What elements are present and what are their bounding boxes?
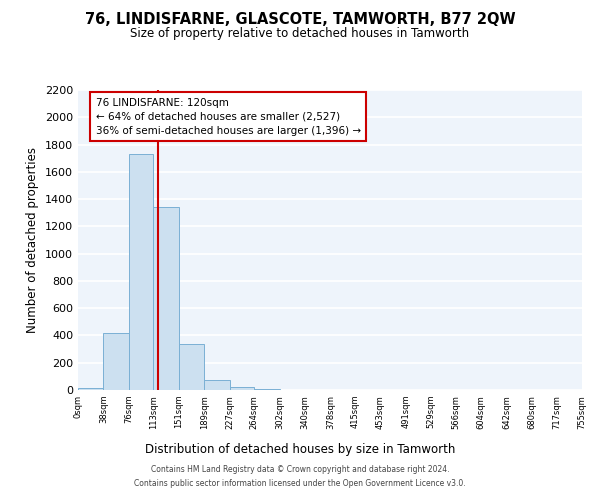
Text: Distribution of detached houses by size in Tamworth: Distribution of detached houses by size … [145, 442, 455, 456]
Bar [230, 386, 254, 390]
Bar [103, 334, 129, 390]
Text: 76, LINDISFARNE, GLASCOTE, TAMWORTH, B77 2QW: 76, LINDISFARNE, GLASCOTE, TAMWORTH, B77… [85, 12, 515, 28]
Bar [78, 388, 103, 390]
Text: 76 LINDISFARNE: 120sqm
← 64% of detached houses are smaller (2,527)
36% of semi-: 76 LINDISFARNE: 120sqm ← 64% of detached… [95, 98, 361, 136]
Text: Contains HM Land Registry data © Crown copyright and database right 2024.
Contai: Contains HM Land Registry data © Crown c… [134, 466, 466, 487]
Bar [254, 388, 280, 390]
Bar [204, 380, 230, 390]
Bar [129, 154, 154, 390]
Text: Size of property relative to detached houses in Tamworth: Size of property relative to detached ho… [130, 28, 470, 40]
Bar [179, 344, 204, 390]
Y-axis label: Number of detached properties: Number of detached properties [26, 147, 40, 333]
Bar [154, 206, 179, 390]
